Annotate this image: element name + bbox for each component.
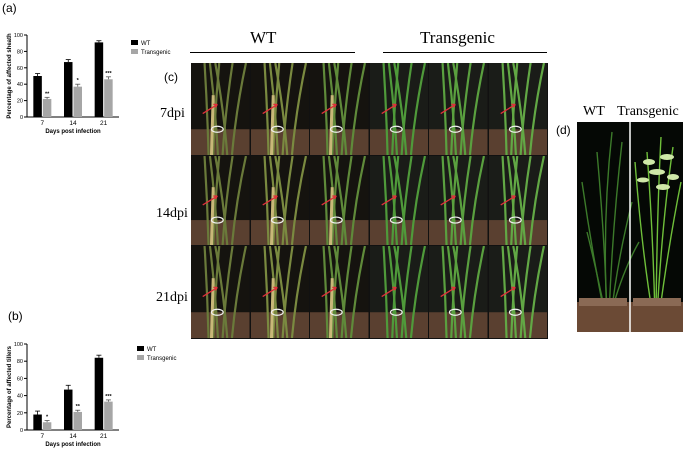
legend-swatch <box>131 40 138 45</box>
y-tick-label: 40 <box>17 394 23 400</box>
chart-a: 0 20 40 60 80 100 Percentage of affected sheat… <box>0 20 200 150</box>
y-tick-label: 60 <box>17 376 23 382</box>
photo-tile <box>488 246 547 338</box>
transgenic-plant <box>634 136 682 318</box>
bar-wt <box>64 389 73 430</box>
photo-tile <box>191 63 250 155</box>
photo-tile <box>250 63 309 155</box>
y-tick-label: 100 <box>14 33 23 39</box>
panel-label-a: (a) <box>2 1 17 15</box>
significance-label: * <box>77 78 80 84</box>
row-label-14dpi: 14dpi <box>156 206 188 221</box>
x-tick-label: 7 <box>41 433 45 440</box>
bar-wt <box>64 62 73 117</box>
y-tick-label: 20 <box>17 99 23 105</box>
significance-label: ** <box>76 404 81 410</box>
row-label-21dpi: 21dpi <box>156 290 188 305</box>
group-label-transgenic: Transgenic <box>420 28 495 47</box>
bar-wt <box>94 357 104 430</box>
y-tick-label: 20 <box>17 411 23 417</box>
y-tick-label: 60 <box>17 66 23 72</box>
y-tick-label: 40 <box>17 82 23 88</box>
photo-grid <box>191 63 548 339</box>
y-axis-label: Percentage of affected tillers <box>7 345 13 428</box>
photo-tile <box>488 63 547 155</box>
x-tick-label: 21 <box>100 433 108 440</box>
x-axis-label: Days post infection <box>45 129 101 135</box>
photo-tile <box>369 63 428 155</box>
legend-label-transgenic: Transgenic <box>147 356 176 362</box>
x-tick-label: 7 <box>41 120 45 127</box>
y-axis-label: Percentage of affected sheath <box>7 33 13 119</box>
bar-transgenic <box>104 79 113 117</box>
x-tick-label: 14 <box>69 433 77 440</box>
photo-tile <box>250 246 309 338</box>
photo-tile <box>250 156 309 245</box>
bar-transgenic <box>73 86 82 117</box>
photo-tile <box>310 246 369 338</box>
y-tick-label: 100 <box>14 342 23 348</box>
panel-label-d: (d) <box>556 123 571 137</box>
x-tick-label: 21 <box>100 120 108 127</box>
photo-tile <box>429 63 488 155</box>
photo-tile <box>191 156 250 245</box>
photo-tile <box>191 246 250 338</box>
photo-tile <box>369 246 428 338</box>
legend-label-wt: WT <box>147 347 157 353</box>
photo-tile <box>429 156 488 245</box>
legend-label-transgenic: Transgenic <box>141 50 170 56</box>
photo-tile <box>310 156 369 245</box>
legend-label-wt: WT <box>141 41 151 47</box>
figure-d-label-transgenic: Transgenic <box>617 104 679 119</box>
significance-label: * <box>46 415 49 421</box>
y-tick-label: 0 <box>20 115 23 121</box>
y-tick-label: 0 <box>20 428 23 434</box>
bar-transgenic <box>104 401 113 430</box>
figure-d-photo <box>577 122 683 332</box>
legend-swatch <box>137 346 144 351</box>
group-label-wt: WT <box>250 28 277 47</box>
panel-label-b: (b) <box>8 309 23 323</box>
significance-label: *** <box>105 394 112 400</box>
bar-transgenic <box>73 411 82 430</box>
group-rule-transgenic <box>383 52 547 53</box>
pot-rim-wt <box>579 298 627 306</box>
bar-wt <box>94 42 104 117</box>
photo-tile <box>310 63 369 155</box>
bar-transgenic <box>42 98 52 117</box>
x-tick-label: 14 <box>69 120 77 127</box>
pot-rim-transgenic <box>633 298 681 306</box>
bar-wt <box>33 76 42 117</box>
significance-label: *** <box>105 71 112 77</box>
group-rule-wt <box>190 52 355 53</box>
legend-swatch <box>131 49 138 54</box>
significance-label: ** <box>45 91 50 97</box>
legend-swatch <box>137 355 144 360</box>
bar-transgenic <box>42 422 52 430</box>
transgenic-panicles <box>637 154 679 190</box>
y-tick-label: 80 <box>17 359 23 365</box>
photo-tile <box>429 246 488 338</box>
row-label-7dpi: 7dpi <box>160 106 185 121</box>
figure-d-label-wt: WT <box>583 104 605 119</box>
photo-tile <box>369 156 428 245</box>
bar-wt <box>33 414 42 430</box>
chart-b: 0 20 40 60 80 100 Percentage of affected tille… <box>0 330 200 453</box>
photo-tile <box>488 156 547 245</box>
x-axis-label: Days post infection <box>45 442 101 448</box>
y-tick-label: 80 <box>17 49 23 55</box>
figure-d-photo-svg <box>577 122 683 332</box>
panel-label-c: (c) <box>164 70 178 84</box>
